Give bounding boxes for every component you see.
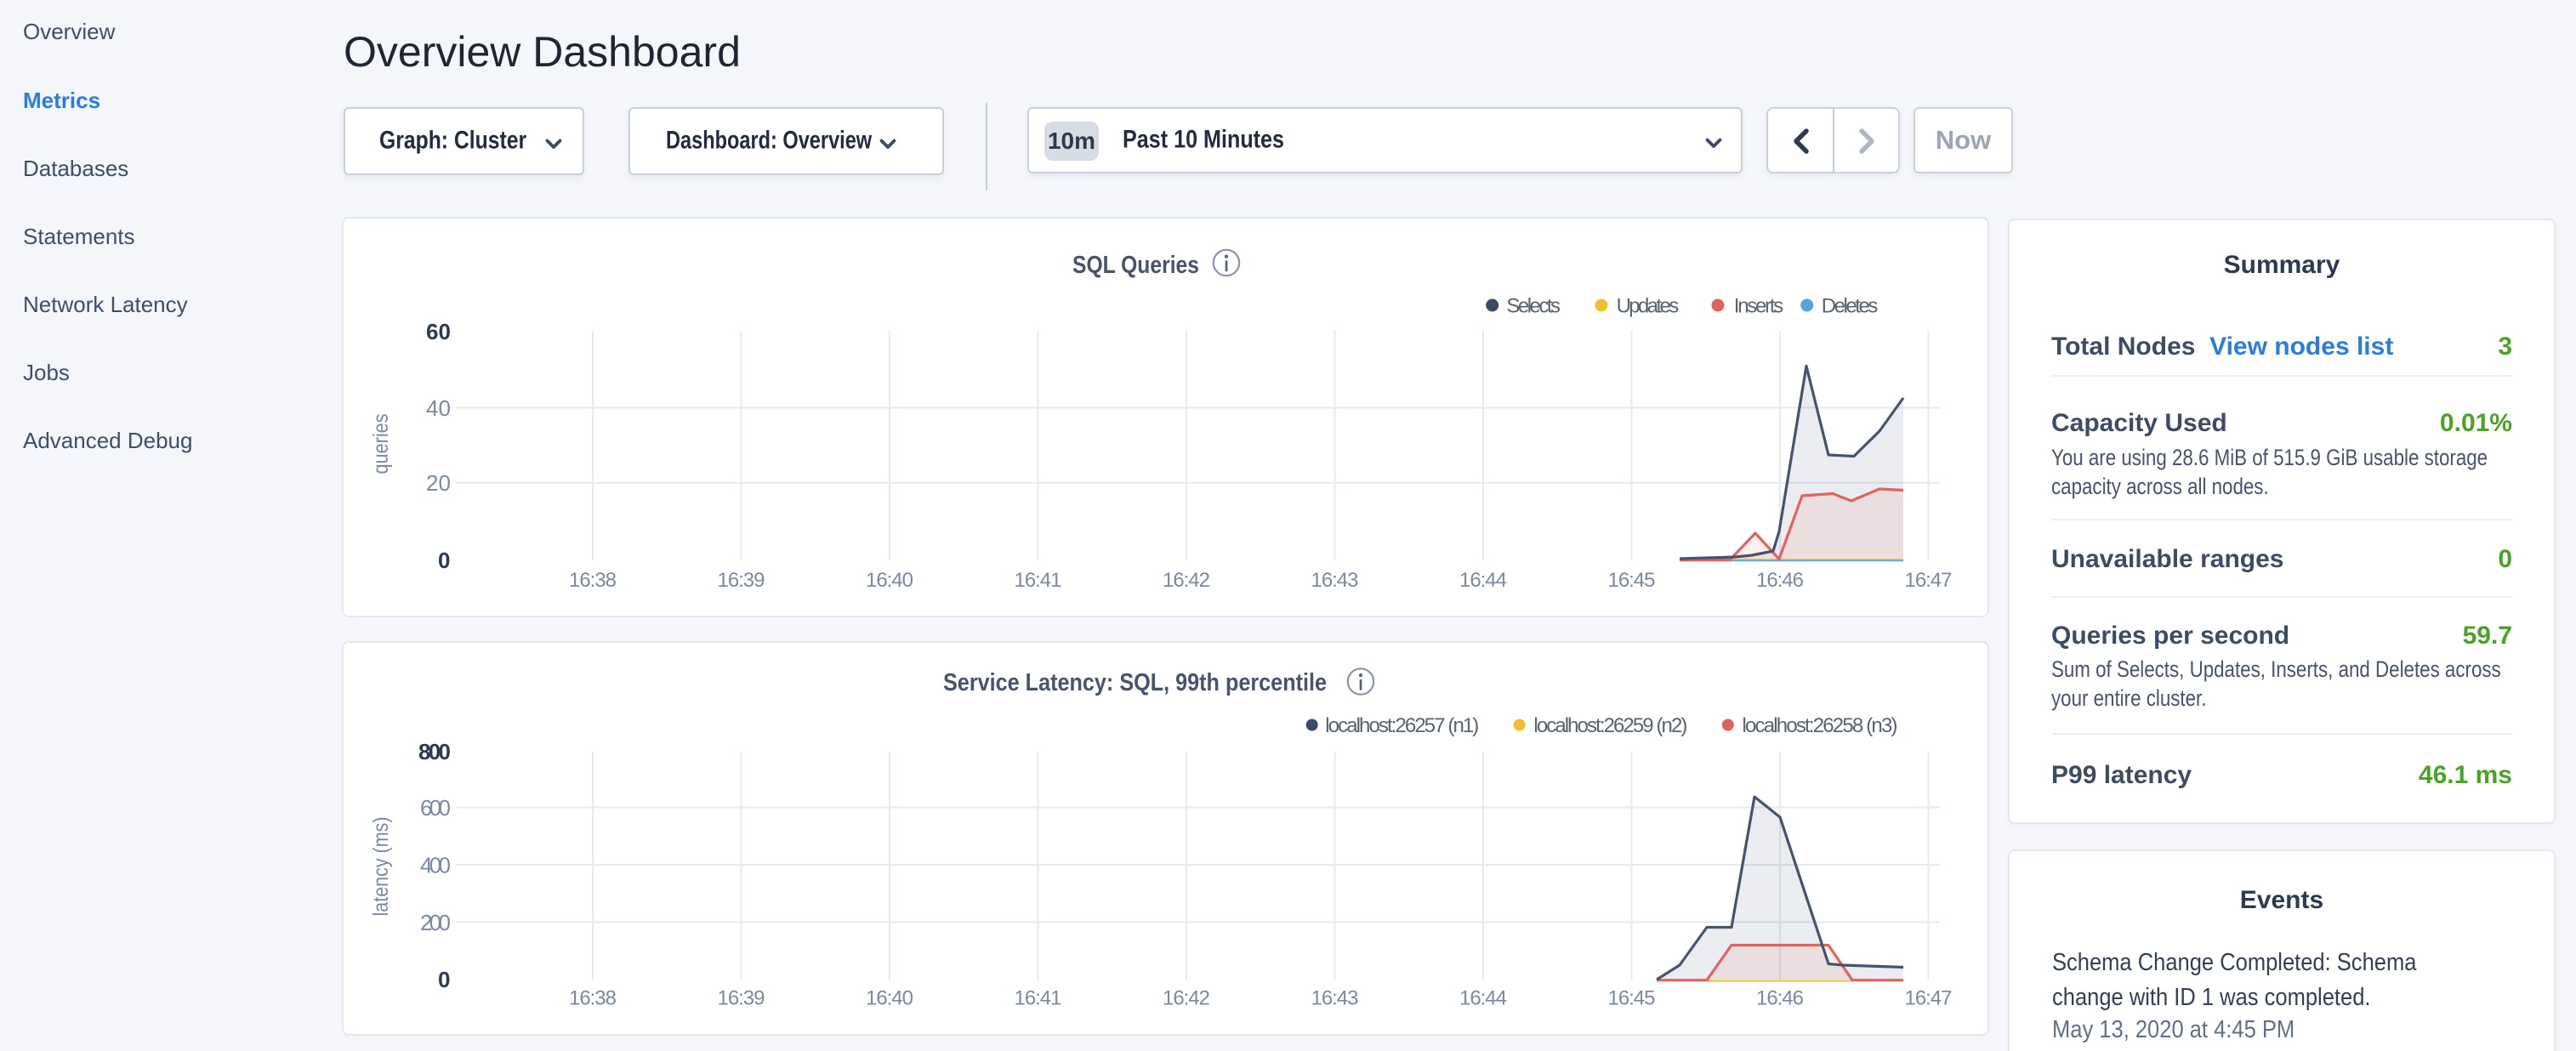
svg-text:16:47: 16:47 xyxy=(1905,987,1953,1010)
svg-text:16:39: 16:39 xyxy=(718,569,765,592)
svg-text:localhost:26259 (n2): localhost:26259 (n2) xyxy=(1533,714,1687,737)
svg-text:0: 0 xyxy=(438,548,450,573)
svg-text:16:46: 16:46 xyxy=(1756,569,1804,592)
svg-text:localhost:26257 (n1): localhost:26257 (n1) xyxy=(1325,714,1479,737)
svg-text:16:44: 16:44 xyxy=(1459,987,1507,1010)
svg-text:400: 400 xyxy=(420,853,451,878)
svg-text:SQL Queries: SQL Queries xyxy=(1072,252,1199,279)
svg-text:40: 40 xyxy=(426,395,451,421)
svg-text:16:40: 16:40 xyxy=(866,569,913,592)
svg-text:16:43: 16:43 xyxy=(1311,569,1359,592)
svg-text:16:45: 16:45 xyxy=(1608,987,1656,1010)
svg-text:16:42: 16:42 xyxy=(1163,569,1210,592)
svg-text:Updates: Updates xyxy=(1617,295,1680,318)
svg-text:latency (ms): latency (ms) xyxy=(369,817,393,917)
svg-text:Selects: Selects xyxy=(1506,295,1561,318)
svg-text:20: 20 xyxy=(426,470,451,496)
svg-text:16:39: 16:39 xyxy=(718,987,765,1010)
svg-text:16:47: 16:47 xyxy=(1905,569,1953,592)
svg-text:0: 0 xyxy=(438,967,450,992)
svg-text:Inserts: Inserts xyxy=(1734,295,1784,318)
svg-text:16:41: 16:41 xyxy=(1015,987,1062,1010)
svg-text:16:42: 16:42 xyxy=(1163,987,1210,1010)
svg-text:16:44: 16:44 xyxy=(1459,569,1507,592)
svg-text:200: 200 xyxy=(420,910,451,935)
svg-text:600: 600 xyxy=(420,795,451,821)
svg-text:16:43: 16:43 xyxy=(1311,987,1359,1010)
svg-text:16:46: 16:46 xyxy=(1756,987,1804,1010)
svg-text:16:45: 16:45 xyxy=(1608,569,1656,592)
svg-text:60: 60 xyxy=(426,319,451,344)
svg-text:800: 800 xyxy=(418,739,451,764)
svg-text:16:41: 16:41 xyxy=(1015,569,1062,592)
svg-text:16:38: 16:38 xyxy=(569,569,617,592)
svg-text:Deletes: Deletes xyxy=(1822,295,1879,318)
svg-text:localhost:26258 (n3): localhost:26258 (n3) xyxy=(1743,714,1898,737)
svg-text:16:40: 16:40 xyxy=(866,987,913,1010)
svg-text:queries: queries xyxy=(369,414,393,474)
svg-text:16:38: 16:38 xyxy=(569,987,617,1010)
svg-text:Service Latency: SQL, 99th per: Service Latency: SQL, 99th percentile xyxy=(943,669,1327,696)
